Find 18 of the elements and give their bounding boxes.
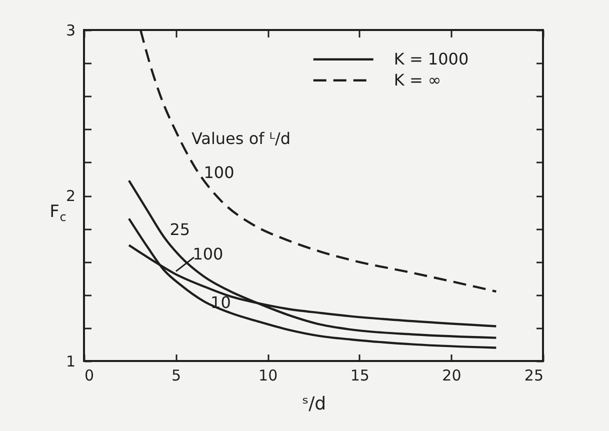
line-series	[128, 218, 498, 349]
legend-label: K = 1000	[394, 49, 469, 68]
line-series	[128, 180, 498, 339]
annotation: 25	[170, 220, 190, 239]
legend-label: K = ∞	[394, 70, 442, 90]
x-axis-title: ˢ/d	[302, 394, 326, 414]
annotation: 100	[192, 244, 224, 264]
x-tick-label: 15	[350, 366, 370, 384]
x-tick-label: 0	[84, 366, 94, 384]
annotation: 100	[204, 163, 234, 182]
x-tick-label: 20	[442, 366, 462, 384]
x-tick-label: 25	[524, 366, 544, 384]
x-tick-label: 5	[172, 366, 182, 384]
y-tick-label: 1	[66, 352, 76, 370]
x-tick-label: 10	[258, 366, 278, 384]
annotation: Values of ᴸ/d	[191, 129, 290, 148]
y-tick-label: 2	[66, 187, 76, 205]
y-tick-label: 3	[66, 22, 76, 40]
